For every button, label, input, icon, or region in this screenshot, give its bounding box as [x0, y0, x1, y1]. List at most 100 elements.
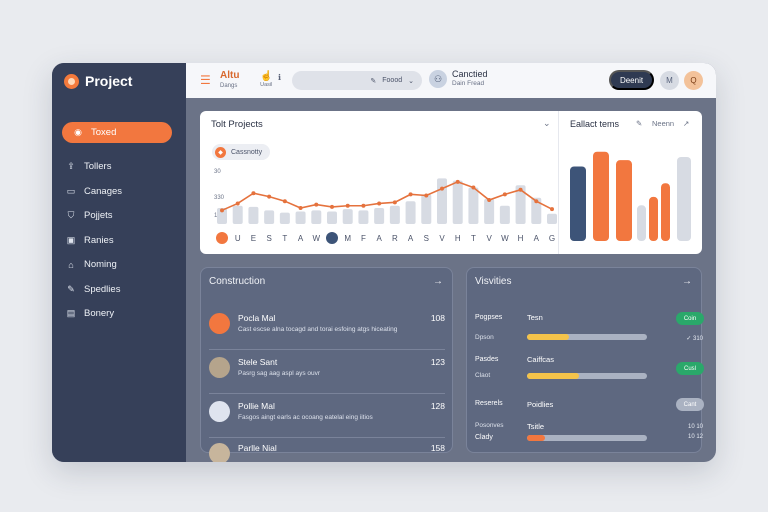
bar	[311, 210, 322, 224]
search-field[interactable]: ✎ Foood ⌄	[292, 71, 422, 90]
upload-icon: ⇪	[67, 161, 75, 171]
data-point	[440, 186, 444, 191]
bar	[295, 211, 306, 224]
status-badge[interactable]: Cant	[676, 398, 704, 411]
arrow-icon[interactable]: ↗	[683, 119, 690, 128]
status-badge[interactable]: Cusl	[676, 362, 704, 375]
home-icon: ⌂	[68, 259, 74, 270]
row-desc: Cast escse alna tocagd and torai esfoing…	[238, 326, 398, 333]
data-point	[408, 192, 413, 197]
data-point	[550, 207, 554, 212]
filter-pill[interactable]: ◆ Cassnotty	[212, 144, 271, 160]
bar	[515, 185, 526, 224]
x-tick-label: F	[361, 234, 366, 243]
sidebar-item-bonery[interactable]: ▤ Bonery	[62, 303, 172, 324]
row-mid: Caiffcas	[527, 355, 554, 364]
data-point	[267, 194, 272, 199]
shield-icon: ⛉	[67, 210, 75, 220]
row-label: Clady	[475, 434, 493, 441]
arrow-right-icon[interactable]: →	[682, 276, 692, 287]
x-tick-label: H	[518, 234, 524, 243]
arrow-right-icon[interactable]: →	[433, 276, 443, 287]
x-tick-label: E	[251, 234, 256, 243]
bar	[499, 205, 510, 224]
side-chart	[570, 151, 691, 241]
pencil-icon: ✎	[67, 283, 75, 294]
logo-icon	[64, 73, 79, 89]
info-icon[interactable]: ℹ	[278, 73, 282, 82]
sidebar-item-pojjets[interactable]: ⛉ Pojjets	[62, 205, 172, 226]
folder-icon: ▭	[66, 185, 76, 196]
profile-name: Canctied	[452, 69, 488, 79]
side-title: Eallact tems	[570, 119, 620, 129]
settings-avatar[interactable]: M	[660, 71, 679, 90]
bar	[468, 187, 479, 224]
construction-title: Construction	[209, 276, 266, 287]
sidebar-item-canages[interactable]: ▭ Canages	[62, 181, 172, 202]
bar	[327, 211, 337, 224]
row-label: Pasdes	[475, 356, 499, 363]
vistities-title: Visvities	[475, 276, 512, 287]
user-icon: ⚇	[429, 70, 447, 88]
profile-sub: Dain Fread	[452, 80, 485, 87]
sidebar: Project ◉ Toxed ⇪ Tollers ▭ Canages ⛉ Po…	[52, 63, 186, 462]
bar	[484, 198, 495, 224]
sidebar-item-spedlies[interactable]: ✎ Spedlies	[62, 279, 172, 300]
y-tick-label: 30	[214, 169, 221, 175]
radio-icon: ◉	[74, 127, 82, 137]
bar	[342, 209, 353, 224]
menu-icon[interactable]: ☰	[200, 73, 211, 87]
edit-icon[interactable]: ✎	[636, 119, 643, 128]
row-name: Stele Sant	[238, 357, 278, 367]
primary-button[interactable]: Deenit	[609, 70, 654, 90]
row-sub: Claot	[475, 372, 491, 379]
row-name: Pollie Mal	[238, 401, 275, 411]
status-badge[interactable]: Coin	[676, 312, 704, 325]
workspace-title[interactable]: Altu Dangs	[220, 71, 239, 91]
sidebar-item-label: Spedlies	[84, 283, 121, 295]
data-point	[282, 199, 287, 204]
sidebar-item-ranies[interactable]: ▣ Ranies	[62, 230, 172, 251]
x-tick-label: A	[534, 234, 540, 243]
list-item[interactable]: Stele Sant Pasrg sag aag aspl ays ouvr 1…	[209, 354, 445, 394]
brand[interactable]: Project	[64, 73, 132, 89]
list-item[interactable]: Pocla Mal Cast escse alna tocagd and tor…	[209, 310, 445, 350]
data-point	[518, 187, 523, 192]
sidebar-item-noming[interactable]: ⌂ Noming	[62, 254, 172, 275]
chevron-down-icon[interactable]: ⌄	[543, 118, 551, 128]
progress-bar	[527, 334, 647, 340]
profile-block[interactable]: ⚇ Canctied Dain Fread	[429, 69, 488, 89]
list-item[interactable]: Pollie Mal Fasgos aingt earls ac ocoang …	[209, 398, 445, 438]
sidebar-item-toxed[interactable]: ◉ Toxed	[62, 122, 172, 143]
app-window: Project ◉ Toxed ⇪ Tollers ▭ Canages ⛉ Po…	[52, 63, 716, 462]
sidebar-item-tollers[interactable]: ⇪ Tollers	[62, 156, 172, 177]
data-point	[392, 200, 397, 205]
data-point	[534, 199, 539, 204]
progress-fill	[527, 373, 579, 379]
profile-text: Canctied Dain Fread	[452, 69, 488, 89]
bar	[649, 196, 658, 241]
bar	[570, 166, 586, 241]
progress-fill	[527, 435, 545, 441]
side-link[interactable]: Neenn	[652, 119, 675, 128]
x-tick-label: A	[408, 234, 414, 243]
flame-icon: ◆	[215, 146, 226, 158]
list-item[interactable]: Parlle Nial 158	[209, 440, 445, 462]
row-note: 10 10 10 12	[687, 424, 703, 440]
data-point	[314, 202, 319, 207]
bar	[531, 197, 542, 224]
bar	[437, 178, 447, 224]
series-line	[221, 180, 553, 212]
chevron-down-icon: ⌄	[408, 77, 414, 85]
progress-row: Posonves Clady Tsitle 10 10 10 12	[475, 420, 703, 450]
row-label: Pogpses	[475, 314, 503, 321]
x-tick-label: S	[266, 234, 271, 243]
data-point	[220, 208, 224, 213]
upload-button[interactable]: ☝ Uasil	[260, 71, 272, 88]
y-tick-label: 330	[214, 195, 225, 201]
data-point	[487, 198, 492, 203]
row-num: 123	[430, 357, 445, 367]
x-tick-label: W	[501, 234, 509, 243]
bar	[616, 160, 632, 241]
user-avatar[interactable]: Q	[684, 71, 703, 90]
